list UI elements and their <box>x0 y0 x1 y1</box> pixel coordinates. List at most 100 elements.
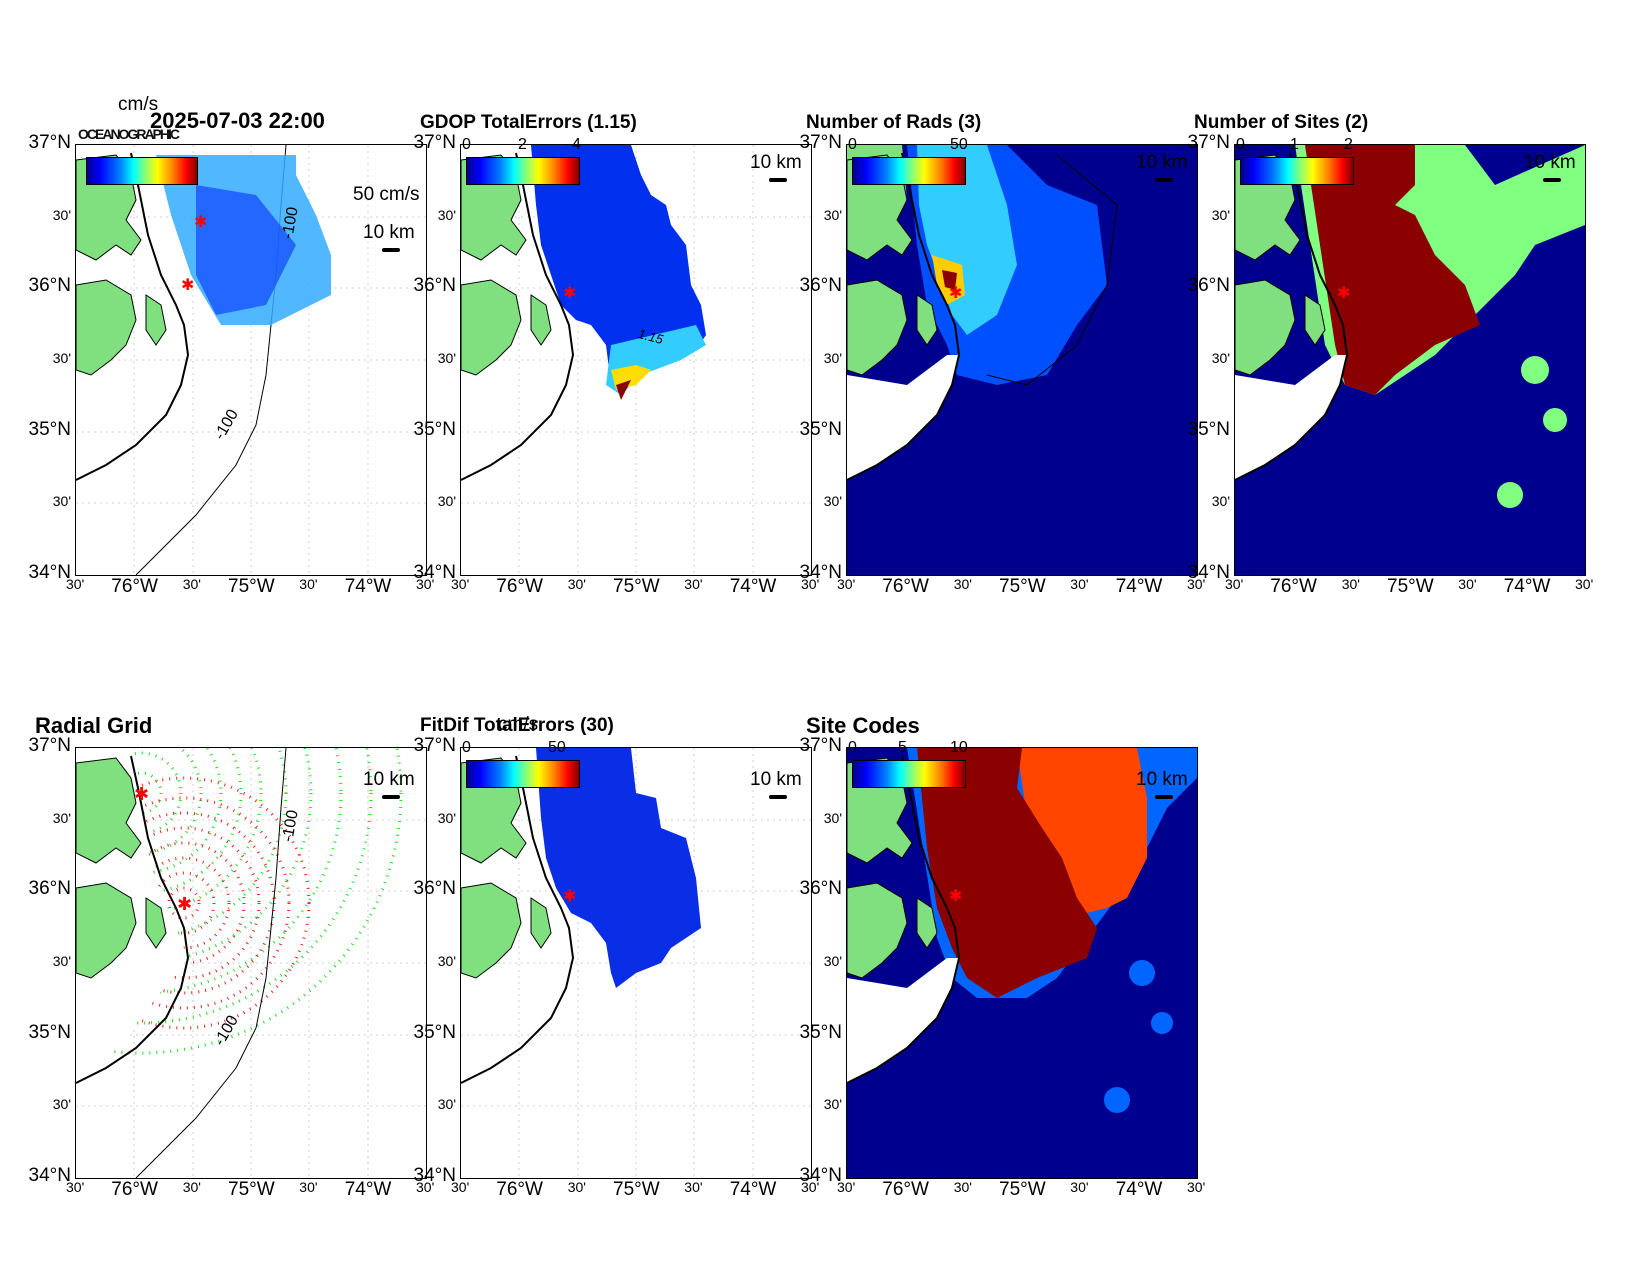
lon-tick-label: 30' <box>801 1179 820 1195</box>
map-radial: ✱ ✱ <box>75 747 427 1179</box>
lat-tick-label: 30' <box>823 350 842 366</box>
lon-tick-label: 76°W <box>111 1179 158 1200</box>
lat-tick-label: 37°N <box>28 132 71 153</box>
lat-tick-label: 30' <box>52 953 71 969</box>
lon-tick-label: 30' <box>66 576 85 592</box>
lat-tick-label: 30' <box>823 206 842 223</box>
lon-tick-label: 75°W <box>228 576 275 597</box>
lat-tick-label: 36°N <box>413 878 456 900</box>
land-mass <box>847 757 938 979</box>
sites-colorbar <box>1240 157 1354 185</box>
svg-text:✱: ✱ <box>949 886 962 905</box>
lon-tick-label: 74°W <box>1115 1179 1163 1200</box>
gdop-field <box>531 145 706 395</box>
km-scale-label: 10 km <box>750 769 802 790</box>
coastline <box>76 152 190 481</box>
lat-tick-label: 30' <box>52 493 71 510</box>
km-scale-bar <box>382 248 400 252</box>
lat-tick-label: 37°N <box>413 735 456 756</box>
lon-tick-label: 30' <box>451 576 470 592</box>
lon-tick-label: 74°W <box>344 1179 392 1200</box>
lon-tick-label: 75°W <box>228 1179 275 1200</box>
lat-tick-label: 30' <box>823 809 842 826</box>
lon-tick-label: 74°W <box>1115 576 1163 597</box>
lon-tick-label: 76°W <box>882 576 929 597</box>
km-scale-label: 10 km <box>363 222 415 243</box>
lat-tick-label: 30' <box>823 1096 842 1113</box>
lat-tick-label: 30' <box>437 206 456 223</box>
map-currents: ✱ ✱ <box>75 144 427 576</box>
codes-cbar-tick-0: 0 <box>848 739 857 756</box>
lon-tick-label: 75°W <box>613 576 660 597</box>
lat-tick-label: 30' <box>437 350 456 366</box>
lon-tick-label: 76°W <box>1270 576 1317 597</box>
lon-tick-label: 30' <box>1070 1179 1089 1195</box>
lon-tick-label: 30' <box>567 576 586 592</box>
lon-tick-label: 30' <box>299 1179 318 1195</box>
lat-tick-label: 36°N <box>28 275 71 297</box>
lat-tick-label: 35°N <box>799 1021 842 1043</box>
lon-tick-label: 30' <box>1225 576 1244 592</box>
map-rads: ✱ <box>846 144 1198 576</box>
lat-tick-label: 36°N <box>413 275 456 297</box>
fitdif-colorbar-unit: cm/s <box>498 714 539 735</box>
lat-tick-label: 34°N <box>28 1165 71 1186</box>
radial-grid-green <box>76 748 403 1055</box>
lon-tick-label: 30' <box>182 1179 201 1195</box>
lon-tick-label: 30' <box>684 576 703 592</box>
fitdif-colorbar <box>466 760 580 788</box>
lon-tick-label: 30' <box>416 576 435 592</box>
lon-tick-label: 74°W <box>729 1179 777 1200</box>
svg-text:✱: ✱ <box>949 283 962 302</box>
km-scale-label: 10 km <box>750 152 802 173</box>
lat-tick-label: 34°N <box>413 562 456 583</box>
lat-tick-label: 30' <box>52 1096 71 1113</box>
lat-tick-label: 30' <box>437 953 456 969</box>
svg-text:✱: ✱ <box>1337 283 1350 302</box>
panel-title-codes: Site Codes <box>806 713 920 738</box>
codes-cbar-tick-1: 5 <box>898 739 907 756</box>
km-scale-label: 10 km <box>1136 152 1188 173</box>
rads-colorbar <box>852 157 966 185</box>
lon-tick-label: 30' <box>416 1179 435 1195</box>
lon-tick-label: 30' <box>837 1179 856 1195</box>
km-scale-label: 10 km <box>1524 152 1576 173</box>
map-codes: ✱ <box>846 747 1198 1179</box>
lon-tick-label: 76°W <box>882 1179 929 1200</box>
lon-tick-label: 76°W <box>496 576 543 597</box>
km-scale-bar <box>382 795 400 799</box>
currents-colorbar-unit: cm/s <box>118 94 159 115</box>
lat-tick-label: 30' <box>823 953 842 969</box>
km-scale-label: 10 km <box>363 769 415 790</box>
lat-tick-label: 37°N <box>28 735 71 756</box>
lon-tick-label: 74°W <box>344 576 392 597</box>
lat-tick-label: 37°N <box>799 735 842 756</box>
lon-tick-label: 75°W <box>999 1179 1046 1200</box>
lon-tick-label: 30' <box>451 1179 470 1195</box>
rads-cbar-tick-1: 50 <box>950 136 968 153</box>
lon-tick-label: 74°W <box>1503 576 1551 597</box>
svg-text:✱: ✱ <box>177 894 192 915</box>
codes-colorbar <box>852 760 966 788</box>
lat-tick-label: 35°N <box>799 418 842 440</box>
lon-tick-label: 30' <box>182 576 201 592</box>
lat-tick-label: 35°N <box>28 418 71 440</box>
lon-tick-label: 30' <box>1575 576 1594 592</box>
fitdif-cbar-tick-1: 50 <box>548 739 566 756</box>
lat-tick-label: 30' <box>52 809 71 826</box>
lon-tick-label: 30' <box>299 576 318 592</box>
lat-tick-label: 30' <box>52 206 71 223</box>
lat-tick-label: 35°N <box>413 1021 456 1043</box>
lat-tick-label: 30' <box>52 350 71 366</box>
gdop-cbar-tick-1: 2 <box>518 136 527 153</box>
panel-title-fitdif: FitDif TotalErrors (30) <box>420 715 614 736</box>
lat-tick-label: 37°N <box>799 132 842 153</box>
lon-tick-label: 30' <box>684 1179 703 1195</box>
lon-tick-label: 30' <box>1070 576 1089 592</box>
panel-title-radial: Radial Grid <box>35 713 153 738</box>
lat-tick-label: 30' <box>437 493 456 510</box>
lat-tick-label: 36°N <box>28 878 71 900</box>
lat-tick-label: 34°N <box>1187 562 1230 583</box>
km-scale-label: 10 km <box>1136 769 1188 790</box>
km-scale-bar <box>769 178 787 182</box>
